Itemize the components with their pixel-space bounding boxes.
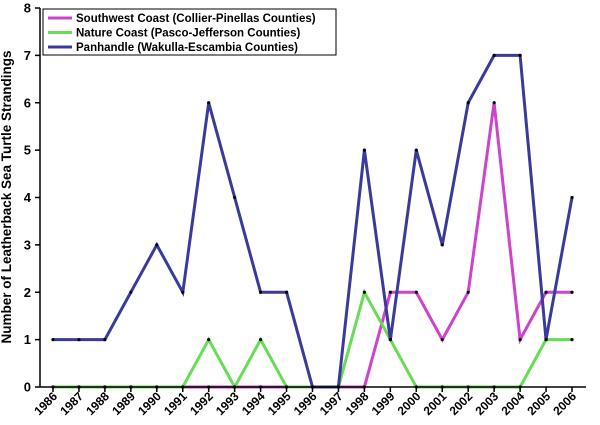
y-tick-label: 8 [24,1,31,16]
x-tick-label: 1997 [317,389,346,418]
y-tick-label: 2 [24,285,31,300]
x-tick-label: 2000 [395,389,424,418]
x-tick-label: 2004 [498,389,527,418]
y-tick-label: 0 [24,380,31,395]
data-point [518,385,522,389]
y-tick-label: 1 [24,332,31,347]
data-point [310,385,315,389]
x-tick-label: 1999 [369,389,398,418]
data-point [414,290,418,294]
data-point [466,385,470,389]
data-point [440,385,444,389]
data-point [492,101,496,105]
data-point [570,338,574,342]
y-tick-label: 3 [24,237,31,252]
legend-box [42,8,337,56]
x-tick-label: 1995 [265,389,294,418]
data-point [388,338,392,342]
legend-label: Panhandle (Wakulla-Escambia Counties) [76,42,298,54]
data-point [77,338,81,342]
legend: Southwest Coast (Collier-Pinellas Counti… [42,8,337,56]
x-tick-label: 1990 [135,389,164,418]
y-tick-label: 4 [24,190,32,205]
y-axis-label: Number of Leatherback Sea Turtle Strandi… [0,50,14,343]
data-point [129,290,133,294]
data-point [466,290,470,294]
data-point [181,290,185,294]
data-point [414,148,418,152]
x-tick-label: 2001 [421,389,450,418]
x-tick-label: 1996 [291,389,320,418]
data-point [129,385,133,389]
legend-label: Southwest Coast (Collier-Pinellas Counti… [76,13,316,25]
data-point [518,338,522,342]
x-tick-label: 1998 [343,389,372,418]
x-tick-label: 1994 [239,389,268,418]
data-point [207,101,211,105]
series-line-0 [53,102,572,389]
data-point [259,385,263,389]
series-line-1 [53,288,572,391]
x-tick-label: 1988 [83,389,112,418]
y-tick-label: 5 [24,143,31,158]
data-point [51,338,55,342]
series-markers [51,53,574,389]
data-point [362,148,366,152]
data-point [388,290,392,294]
data-point [77,385,81,389]
data-point [233,385,237,389]
data-point [155,243,159,247]
x-tick-label: 2005 [524,389,553,418]
y-tick-label: 6 [24,95,31,110]
x-tick-label: 2003 [472,389,501,418]
x-tick-label: 1987 [57,389,86,418]
x-tick-label: 1991 [161,389,190,418]
data-point [570,195,574,200]
data-point [440,338,444,342]
data-point [440,243,444,247]
legend-label: Nature Coast (Pasco-Jefferson Counties) [76,28,300,40]
data-point [414,385,418,389]
data-point [466,101,470,105]
data-point [518,53,522,57]
data-point [103,338,107,342]
data-point [492,53,496,57]
data-point [492,385,496,389]
data-point [544,290,548,294]
data-point [207,338,211,342]
x-ticks: 1986198719881989199019911992199319941995… [31,387,579,418]
x-tick-label: 1986 [31,389,60,418]
x-tick-label: 1992 [187,389,216,418]
x-tick-label: 1993 [213,389,242,418]
x-tick-label: 2006 [550,389,579,418]
data-point [207,385,211,389]
data-point [181,385,185,389]
data-point [259,290,263,294]
data-point [544,338,548,342]
data-point [570,290,574,294]
x-tick-label: 1989 [109,389,138,418]
data-point [51,385,55,389]
data-point [155,385,159,389]
data-point [336,385,341,389]
data-point [362,385,366,389]
data-point [233,195,237,200]
data-point [103,385,107,389]
y-tick-label: 7 [24,48,31,63]
x-tick-label: 2002 [447,389,476,418]
data-point [362,290,366,294]
data-point [284,290,289,294]
data-point [284,385,289,389]
plot-lines [53,53,574,391]
data-point [259,338,263,342]
y-ticks: 0 1 2 3 4 5 6 7 8 [24,1,40,395]
